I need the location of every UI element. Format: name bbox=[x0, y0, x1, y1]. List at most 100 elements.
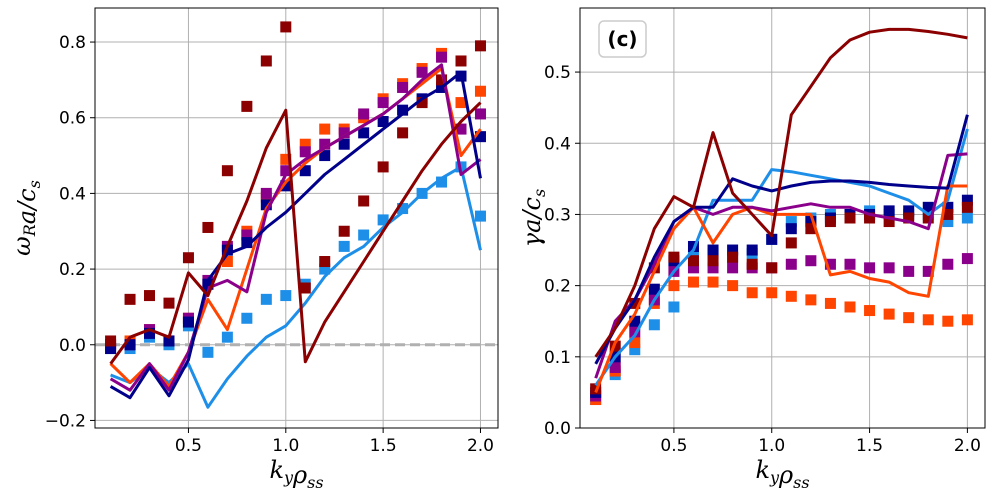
data-point-square bbox=[358, 229, 370, 241]
plot-area bbox=[590, 27, 973, 406]
data-point-square bbox=[397, 203, 409, 215]
data-point-square bbox=[377, 214, 389, 226]
data-point-square bbox=[144, 290, 156, 302]
data-point-square bbox=[221, 331, 233, 343]
data-point-square bbox=[280, 21, 292, 33]
data-point-square bbox=[707, 276, 719, 288]
data-point-square bbox=[707, 255, 719, 267]
data-point-square bbox=[241, 312, 253, 324]
data-point-square bbox=[785, 237, 797, 249]
data-point-square bbox=[124, 339, 136, 351]
data-point-square bbox=[766, 262, 778, 274]
data-point-square bbox=[785, 223, 797, 235]
data-point-square bbox=[299, 165, 311, 177]
data-point-square bbox=[241, 229, 253, 241]
data-point-square bbox=[805, 255, 817, 267]
data-point-square bbox=[687, 276, 699, 288]
data-point-square bbox=[785, 258, 797, 270]
data-point-square bbox=[397, 104, 409, 116]
data-point-square bbox=[707, 262, 719, 274]
axes-frame bbox=[94, 7, 499, 429]
data-point-square bbox=[221, 165, 233, 177]
data-point-square bbox=[844, 301, 856, 313]
data-point-square bbox=[629, 297, 641, 309]
x-tick-label: 2.0 bbox=[467, 436, 494, 456]
data-point-square bbox=[280, 165, 292, 177]
data-point-square bbox=[648, 283, 660, 295]
data-point-square bbox=[629, 344, 641, 356]
data-point-square bbox=[903, 265, 915, 277]
panel-gamma: 0.5 1.0 1.5 2.0 0.0 0.1 0.2 0.3 0.4 0.5 kyρss γa/cs… bbox=[518, 7, 986, 492]
data-point-square bbox=[687, 248, 699, 260]
data-point-square bbox=[474, 131, 486, 143]
data-point-square bbox=[961, 253, 973, 265]
series-line bbox=[594, 184, 968, 393]
data-point-square bbox=[903, 205, 915, 217]
data-point-square bbox=[766, 233, 778, 245]
data-point-square bbox=[260, 55, 272, 67]
data-point-square bbox=[746, 258, 758, 270]
data-point-square bbox=[455, 123, 467, 135]
data-point-square bbox=[338, 240, 350, 252]
data-point-square bbox=[455, 55, 467, 67]
data-point-square bbox=[377, 161, 389, 173]
data-point-square bbox=[942, 216, 954, 228]
series-line bbox=[594, 114, 969, 365]
data-point-square bbox=[864, 305, 876, 317]
y-tick-label: 0.2 bbox=[59, 260, 86, 280]
data-point-square bbox=[805, 223, 817, 235]
y-axis-label: ωRa/cs bbox=[8, 180, 44, 256]
plot-area bbox=[95, 21, 498, 409]
data-point-square bbox=[609, 361, 621, 373]
data-point-square bbox=[436, 51, 448, 63]
data-point-square bbox=[961, 194, 973, 206]
data-point-square bbox=[844, 258, 856, 270]
data-point-square bbox=[687, 262, 699, 274]
x-tick-label: 2.0 bbox=[954, 436, 981, 456]
data-point-square bbox=[922, 265, 934, 277]
data-point-square bbox=[202, 346, 214, 358]
y-tick-label: 0.2 bbox=[544, 277, 571, 297]
x-tick-label: 1.0 bbox=[272, 436, 299, 456]
data-point-square bbox=[182, 252, 194, 264]
panel-label: (c) bbox=[607, 27, 637, 51]
data-point-square bbox=[474, 85, 486, 97]
data-point-square bbox=[338, 138, 350, 150]
data-point-square bbox=[338, 225, 350, 237]
data-point-square bbox=[397, 127, 409, 139]
data-point-square bbox=[746, 287, 758, 299]
data-point-square bbox=[961, 201, 973, 213]
axes-frame bbox=[579, 7, 986, 429]
y-tick-label: 0.1 bbox=[544, 348, 571, 368]
y-axis-label: γa/cs bbox=[518, 189, 549, 247]
data-point-square bbox=[922, 201, 934, 213]
data-point-square bbox=[629, 315, 641, 327]
x-tick-label: 1.5 bbox=[856, 436, 883, 456]
data-point-square bbox=[805, 216, 817, 228]
y-tick-label: 0.8 bbox=[59, 33, 86, 53]
data-point-square bbox=[221, 256, 233, 268]
y-tick-label: 0.6 bbox=[59, 109, 86, 129]
data-point-square bbox=[727, 244, 739, 256]
data-point-square bbox=[260, 187, 272, 199]
data-point-square bbox=[280, 180, 292, 192]
data-point-square bbox=[961, 212, 973, 224]
series-line bbox=[109, 63, 482, 392]
data-point-square bbox=[785, 216, 797, 228]
data-point-square bbox=[416, 97, 428, 109]
data-point-square bbox=[629, 326, 641, 338]
data-point-square bbox=[163, 335, 175, 347]
series-line bbox=[109, 70, 482, 400]
data-point-square bbox=[455, 97, 467, 109]
data-point-square bbox=[319, 138, 331, 150]
data-point-square bbox=[105, 335, 117, 347]
series-line bbox=[594, 152, 968, 379]
panel-omega-r: 0.5 1.0 1.5 2.0 −0.2 0.0 0.2 0.4 0.6 0.8 kyρss ωRa/… bbox=[8, 7, 499, 492]
data-point-square bbox=[883, 262, 895, 274]
data-point-square bbox=[687, 255, 699, 267]
data-point-square bbox=[105, 343, 117, 355]
data-point-square bbox=[474, 210, 486, 222]
data-point-square bbox=[397, 81, 409, 93]
data-point-square bbox=[727, 280, 739, 292]
